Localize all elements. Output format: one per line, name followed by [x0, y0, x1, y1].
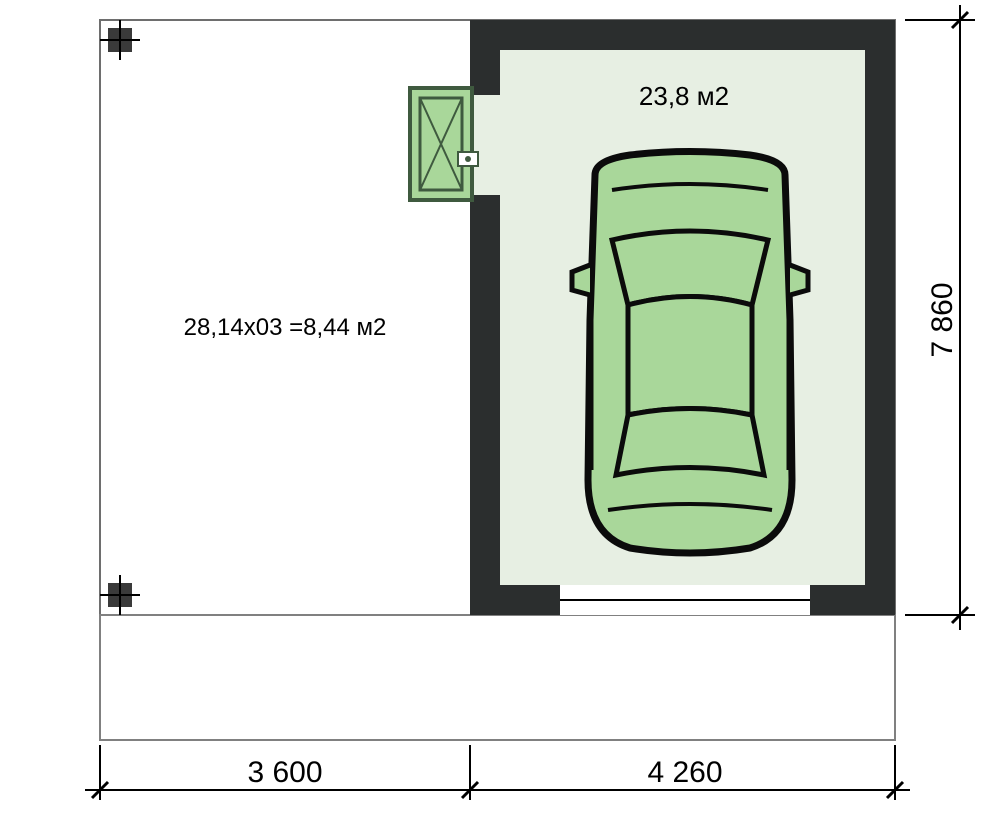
dimension-bottom: 3 600 4 260: [85, 745, 910, 800]
driveway-strip: [100, 615, 895, 740]
dim-right-label: 4 260: [647, 756, 722, 789]
car-top-view: [572, 152, 808, 554]
garage-area-label: 23,8 м2: [639, 81, 729, 111]
dim-height-label: 7 860: [926, 282, 959, 357]
dim-left-label: 3 600: [247, 756, 322, 789]
dimension-right: 7 860: [905, 5, 975, 630]
side-door: [410, 88, 500, 200]
floor-plan-svg: 23,8 м2 28,14х03 =8,44 м2 3 600 4 260 7 …: [0, 0, 1000, 822]
carport-area-label: 28,14х03 =8,44 м2: [184, 314, 387, 341]
